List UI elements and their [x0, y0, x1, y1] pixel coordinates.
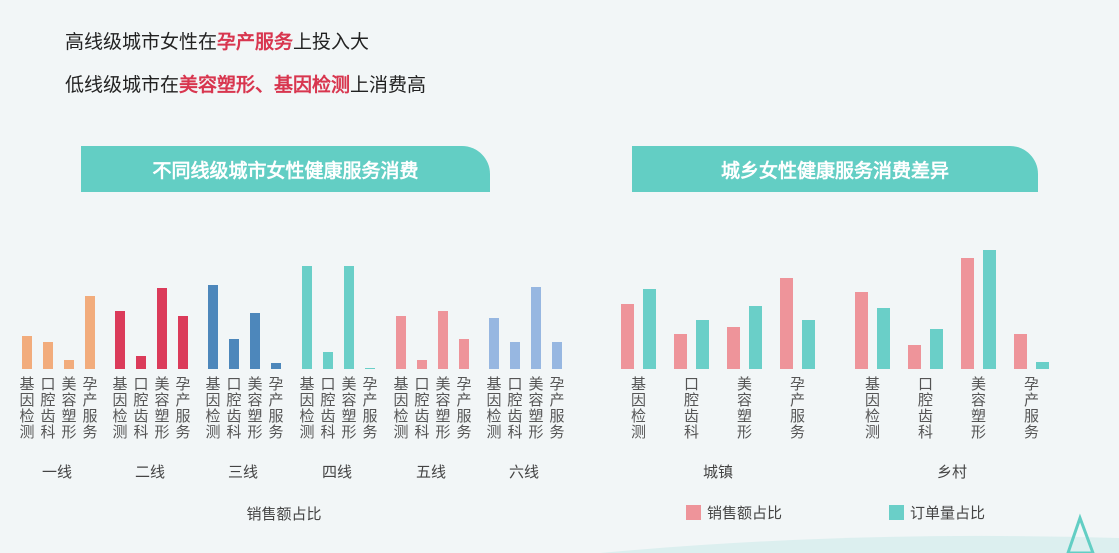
bar-三线-孕产服务: [271, 363, 281, 369]
tick-label-乡村-孕产服务: 孕产服务: [1024, 375, 1039, 441]
bar-一线-基因检测: [22, 336, 32, 369]
tick-label-城镇-孕产服务: 孕产服务: [790, 375, 805, 441]
bar-城镇-美容塑形-销售额占比: [727, 327, 740, 369]
bar-四线-基因检测: [302, 266, 312, 369]
bar-二线-基因检测: [115, 311, 125, 369]
tick-label-三线-美容塑形: 美容塑形: [247, 375, 262, 441]
x-axis-title: 销售额占比: [246, 505, 321, 523]
group-label-乡村: 乡村: [937, 463, 967, 481]
tick-label-二线-孕产服务: 孕产服务: [175, 375, 190, 441]
group-label-城镇: 城镇: [703, 463, 733, 481]
tick-label-三线-口腔齿科: 口腔齿科: [226, 375, 241, 441]
tick-label-二线-基因检测: 基因检测: [112, 375, 127, 441]
bar-城镇-口腔齿科-订单量占比: [696, 320, 709, 369]
bar-二线-孕产服务: [178, 316, 188, 369]
tick-label-乡村-美容塑形: 美容塑形: [971, 375, 986, 441]
bar-一线-孕产服务: [85, 296, 95, 369]
bar-三线-美容塑形: [250, 313, 260, 369]
bar-四线-孕产服务: [365, 368, 375, 369]
right-chart-title-banner: 城乡女性健康服务消费差异: [632, 146, 1038, 192]
bar-六线-孕产服务: [552, 342, 562, 369]
group-label-四线: 四线: [322, 463, 352, 481]
tick-label-一线-美容塑形: 美容塑形: [61, 375, 76, 441]
bar-乡村-孕产服务-订单量占比: [1036, 362, 1049, 369]
tick-label-六线-口腔齿科: 口腔齿科: [507, 375, 522, 441]
bar-乡村-口腔齿科-销售额占比: [908, 345, 921, 369]
tick-label-六线-基因检测: 基因检测: [486, 375, 501, 441]
bar-城镇-孕产服务-订单量占比: [802, 320, 815, 369]
tick-label-城镇-口腔齿科: 口腔齿科: [684, 375, 699, 441]
bar-城镇-美容塑形-订单量占比: [749, 306, 762, 369]
tick-label-三线-基因检测: 基因检测: [205, 375, 220, 441]
bar-乡村-基因检测-销售额占比: [855, 292, 868, 369]
bar-乡村-美容塑形-订单量占比: [983, 250, 996, 369]
bar-城镇-基因检测-销售额占比: [621, 304, 634, 369]
tick-label-一线-孕产服务: 孕产服务: [82, 375, 97, 441]
tick-label-三线-孕产服务: 孕产服务: [268, 375, 283, 441]
legend-swatch-订单量占比: [889, 505, 904, 520]
bar-六线-美容塑形: [531, 287, 541, 369]
bar-六线-基因检测: [489, 318, 499, 369]
tick-label-五线-基因检测: 基因检测: [393, 375, 408, 441]
tick-label-五线-孕产服务: 孕产服务: [456, 375, 471, 441]
bar-六线-口腔齿科: [510, 342, 520, 369]
tick-label-二线-口腔齿科: 口腔齿科: [133, 375, 148, 441]
bar-二线-美容塑形: [157, 288, 167, 369]
group-label-六线: 六线: [509, 463, 539, 481]
tick-label-一线-口腔齿科: 口腔齿科: [40, 375, 55, 441]
bar-五线-基因检测: [396, 316, 406, 369]
tick-label-五线-美容塑形: 美容塑形: [435, 375, 450, 441]
tick-label-四线-基因检测: 基因检测: [299, 375, 314, 441]
tick-label-城镇-美容塑形: 美容塑形: [737, 375, 752, 441]
bar-一线-口腔齿科: [43, 342, 53, 369]
bar-乡村-美容塑形-销售额占比: [961, 258, 974, 369]
tick-label-城镇-基因检测: 基因检测: [631, 375, 646, 441]
legend-label-订单量占比: 订单量占比: [910, 504, 985, 522]
tick-label-六线-孕产服务: 孕产服务: [549, 375, 564, 441]
bar-城镇-孕产服务-销售额占比: [780, 278, 793, 369]
tick-label-四线-口腔齿科: 口腔齿科: [320, 375, 335, 441]
bar-乡村-口腔齿科-订单量占比: [930, 329, 943, 369]
bar-乡村-基因检测-订单量占比: [877, 308, 890, 369]
tick-label-一线-基因检测: 基因检测: [19, 375, 34, 441]
legend-label-销售额占比: 销售额占比: [707, 504, 782, 522]
bar-三线-口腔齿科: [229, 339, 239, 369]
left-chart: 基因检测口腔齿科美容塑形孕产服务一线基因检测口腔齿科美容塑形孕产服务二线基因检测…: [19, 266, 565, 523]
group-label-二线: 二线: [135, 463, 165, 481]
group-label-五线: 五线: [416, 463, 446, 481]
bar-乡村-孕产服务-销售额占比: [1014, 334, 1027, 369]
tick-label-四线-美容塑形: 美容塑形: [341, 375, 356, 441]
left-chart-title-banner: 不同线级城市女性健康服务消费: [81, 146, 490, 192]
bar-五线-美容塑形: [438, 311, 448, 369]
bar-五线-口腔齿科: [417, 360, 427, 369]
decorative-corner: [600, 513, 1119, 553]
bar-四线-美容塑形: [344, 266, 354, 369]
tick-label-四线-孕产服务: 孕产服务: [362, 375, 377, 441]
group-label-三线: 三线: [228, 463, 258, 481]
bar-三线-基因检测: [208, 285, 218, 369]
legend-swatch-销售额占比: [686, 505, 701, 520]
group-label-一线: 一线: [42, 463, 72, 481]
headline-2: 低线级城市在美容塑形、基因检测上消费高: [65, 74, 427, 96]
headline-1: 高线级城市女性在孕产服务上投入大: [65, 31, 370, 53]
bar-一线-美容塑形: [64, 360, 74, 369]
tick-label-乡村-口腔齿科: 口腔齿科: [918, 375, 933, 441]
tick-label-二线-美容塑形: 美容塑形: [154, 375, 169, 441]
bar-城镇-口腔齿科-销售额占比: [674, 334, 687, 369]
tick-label-五线-口腔齿科: 口腔齿科: [414, 375, 429, 441]
bar-五线-孕产服务: [459, 339, 469, 369]
bar-城镇-基因检测-订单量占比: [643, 289, 656, 369]
tick-label-六线-美容塑形: 美容塑形: [528, 375, 543, 441]
bar-四线-口腔齿科: [323, 352, 333, 369]
tick-label-乡村-基因检测: 基因检测: [865, 375, 880, 441]
bar-二线-口腔齿科: [136, 356, 146, 369]
